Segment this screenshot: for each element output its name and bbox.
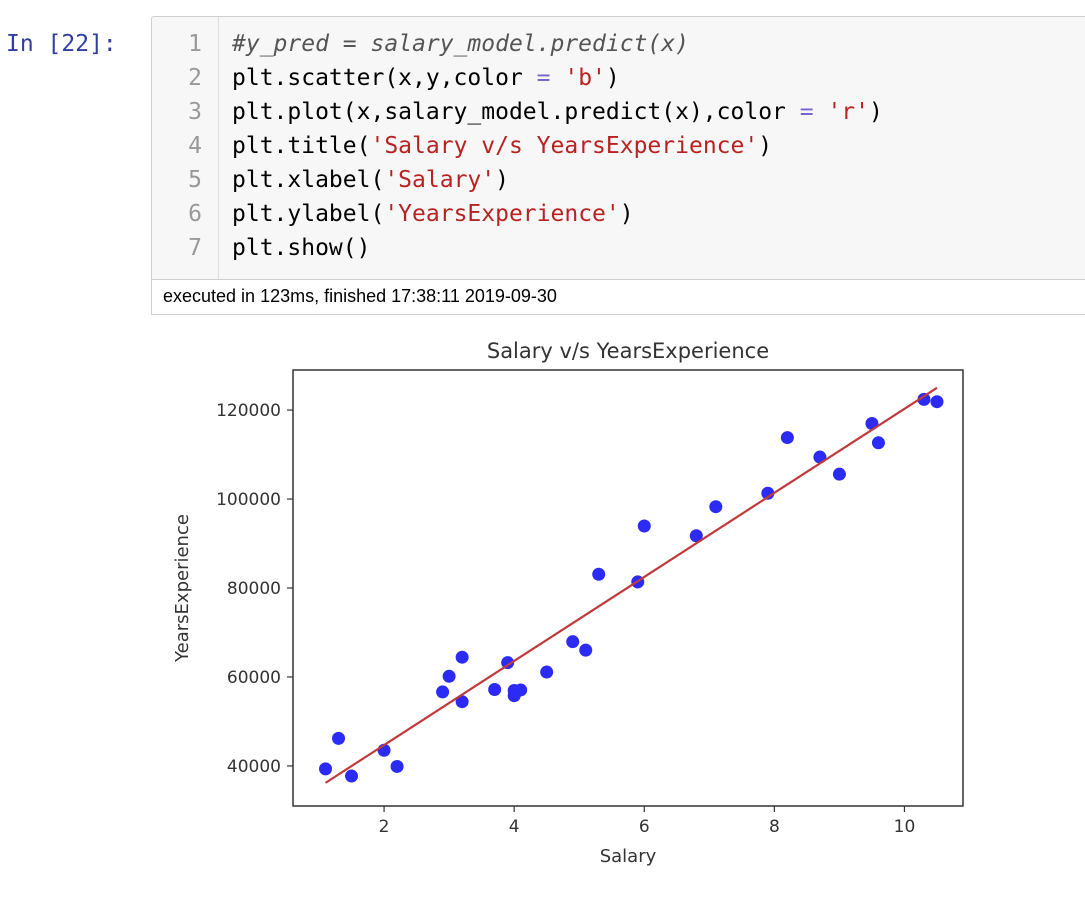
line-number: 2	[188, 65, 202, 91]
scatter-point	[332, 731, 346, 745]
scatter-point	[488, 682, 502, 696]
line-number: 5	[188, 167, 202, 193]
code-token	[814, 99, 828, 125]
x-tick-label: 8	[769, 817, 780, 837]
scatter-point	[345, 769, 359, 783]
x-axis-title: Salary	[600, 846, 657, 867]
scatter-point	[592, 567, 606, 581]
x-tick-label: 10	[894, 817, 916, 837]
execution-info-text: executed in 123ms, finished 17:38:11 201…	[163, 286, 557, 306]
y-tick-label: 40000	[227, 757, 281, 777]
scatter-point	[579, 643, 593, 657]
code-token: plt.ylabel(	[232, 201, 385, 227]
scatter-point	[436, 685, 450, 699]
scatter-point	[709, 500, 723, 514]
code-token: =	[799, 99, 814, 125]
code-token: plt.xlabel(	[232, 167, 385, 193]
code-token: )	[619, 201, 634, 227]
code-token: 'r'	[827, 99, 869, 125]
scatter-point	[442, 669, 456, 683]
code-token: 'Salary v/s YearsExperience'	[370, 133, 759, 159]
chart-title: Salary v/s YearsExperience	[487, 339, 769, 363]
scatter-point	[455, 695, 469, 709]
scatter-point	[930, 395, 944, 409]
scatter-point	[319, 762, 333, 776]
scatter-point	[455, 650, 469, 664]
code-cell[interactable]: 1 #y_pred = salary_model.predict(x) 2 plt.s…	[151, 16, 1085, 280]
line-number: 7	[188, 235, 202, 261]
line-number: 6	[188, 201, 202, 227]
code-text: #y_pred = salary_model.predict(x)	[232, 27, 689, 61]
execution-info-bar: executed in 123ms, finished 17:38:11 201…	[151, 279, 1085, 315]
code-token: plt.show()	[232, 235, 371, 261]
cell-prompt: In [22]:	[6, 31, 117, 57]
scatter-point	[514, 683, 528, 697]
code-token	[551, 65, 565, 91]
regression-line	[324, 386, 938, 784]
code-text: plt.plot(x,salary_model.predict(x),color…	[232, 95, 883, 129]
code-token: plt.scatter(x,y,color	[232, 65, 537, 91]
line-number-gutter	[152, 17, 219, 279]
x-tick-label: 4	[509, 817, 520, 837]
scatter-point	[637, 519, 651, 533]
output-plot: 2 4 6 8 10 40000 60000 80000 100000 120000 Salary …	[172, 339, 964, 867]
code-token: )	[605, 65, 620, 91]
scatter-point	[501, 656, 515, 670]
code-token: 'Salary'	[384, 167, 496, 193]
y-tick-label: 120000	[216, 401, 281, 421]
code-text: plt.scatter(x,y,color = 'b')	[232, 61, 620, 95]
code-text: plt.xlabel('Salary')	[232, 163, 509, 197]
code-token: )	[869, 99, 883, 125]
scatter-point	[832, 467, 846, 481]
code-token: 'YearsExperience'	[384, 201, 620, 227]
code-token: )	[758, 133, 773, 159]
code-token: #y_pred = salary_model.predict(x)	[232, 31, 689, 57]
scatter-point	[871, 436, 885, 450]
scatter-point	[390, 759, 404, 773]
scatter-point	[540, 665, 554, 679]
scatter-point	[917, 392, 931, 406]
scatter-point	[761, 486, 775, 500]
y-tick-label: 80000	[227, 579, 281, 599]
scatter-point	[689, 529, 703, 543]
code-token: plt.title(	[232, 133, 371, 159]
scatter-point	[780, 431, 794, 445]
code-token: 'b'	[564, 65, 606, 91]
code-text: plt.title('Salary v/s YearsExperience')	[232, 129, 772, 163]
line-number: 4	[188, 133, 202, 159]
x-tick-label: 6	[639, 817, 650, 837]
code-text: plt.show()	[232, 231, 370, 265]
line-number: 1	[188, 31, 202, 57]
x-tick-label: 2	[379, 817, 390, 837]
y-axis-title: YearsExperience	[172, 514, 193, 663]
code-token: plt.plot(x,salary_model.predict(x),color	[232, 99, 800, 125]
line-number: 3	[188, 99, 202, 125]
scatter-point	[566, 635, 580, 649]
code-token: =	[536, 65, 551, 91]
y-tick-label: 100000	[216, 490, 281, 510]
code-token: )	[495, 167, 509, 193]
y-tick-label: 60000	[227, 668, 281, 688]
code-text: plt.ylabel('YearsExperience')	[232, 197, 634, 231]
